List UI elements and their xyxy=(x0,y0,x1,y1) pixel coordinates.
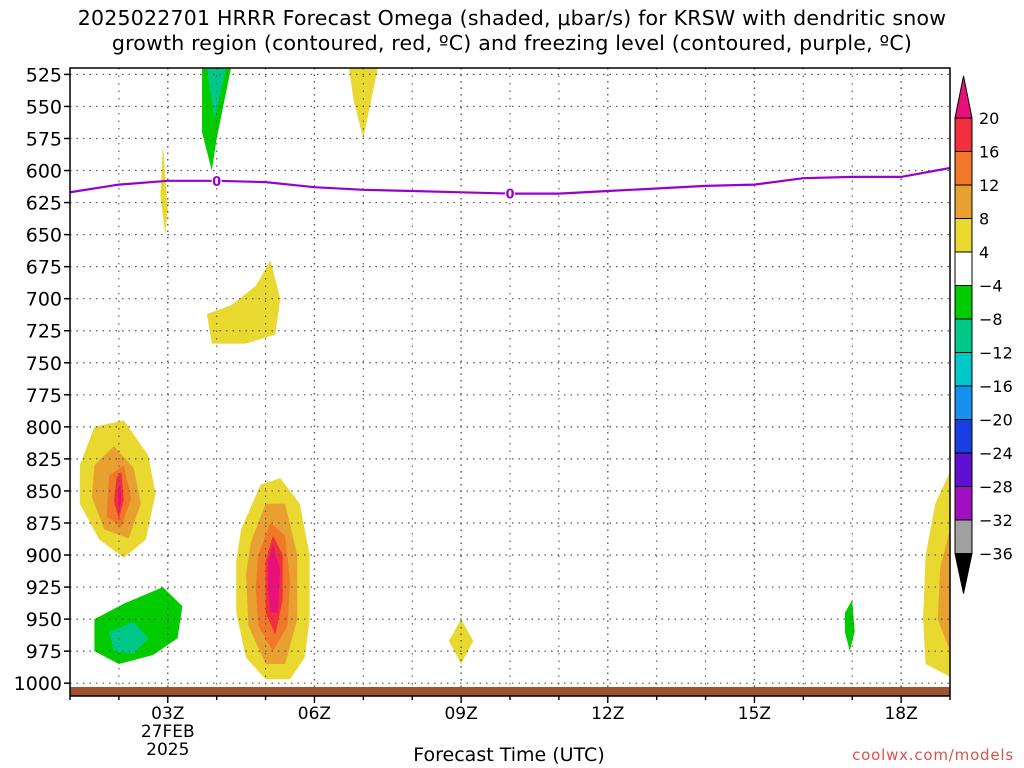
freezing-level-label-1: 0 xyxy=(505,188,514,203)
colorbar-top-arrow xyxy=(954,75,973,119)
y-tick-label-825: 825 xyxy=(26,449,62,471)
colorbar-band-13 xyxy=(954,519,973,554)
colorbar-band-4 xyxy=(954,218,973,253)
y-tick-label-900: 900 xyxy=(26,545,62,567)
colorbar-band-8 xyxy=(954,352,973,387)
colorbar-label-7: −12 xyxy=(979,344,1013,363)
chart-title-line-2: growth region (contoured, red, ºC) and f… xyxy=(111,31,913,55)
x-axis-label: Forecast Time (UTC) xyxy=(413,744,605,766)
x-tick-date-0: 27FEB xyxy=(141,722,195,742)
x-tick-label-12Z: 12Z xyxy=(591,704,624,724)
freezing-level-label-0: 0 xyxy=(212,175,221,190)
omega-region-22 xyxy=(827,548,902,671)
colorbar-band-6 xyxy=(954,285,973,320)
x-tick-label-03Z: 03Z xyxy=(151,704,184,724)
omega-region-25 xyxy=(937,529,950,652)
y-tick-label-800: 800 xyxy=(26,417,62,439)
x-tick-label-15Z: 15Z xyxy=(738,704,771,724)
omega-region-3 xyxy=(241,68,286,115)
colorbar-band-7 xyxy=(954,318,973,353)
chart-title: 2025022701 HRRR Forecast Omega (shaded, … xyxy=(0,6,1024,56)
colorbar-label-10: −24 xyxy=(979,444,1013,463)
omega-region-12 xyxy=(117,484,122,512)
y-tick-label-950: 950 xyxy=(26,609,62,631)
x-tick-label-18Z: 18Z xyxy=(884,704,917,724)
y-tick-label-550: 550 xyxy=(26,96,62,118)
y-tick-label-775: 775 xyxy=(26,385,62,407)
colorbar-label-8: −16 xyxy=(979,377,1013,396)
y-tick-label-750: 750 xyxy=(26,353,62,375)
colorbar-label-11: −28 xyxy=(979,478,1013,497)
colorbar-label-5: −4 xyxy=(979,277,1003,296)
omega-region-4 xyxy=(160,144,168,235)
colorbar-bottom-arrow xyxy=(954,553,973,594)
colorbar-label-13: −36 xyxy=(979,545,1013,564)
omega-region-1 xyxy=(202,68,232,171)
colorbar-label-9: −20 xyxy=(979,411,1013,430)
colorbar-band-9 xyxy=(954,385,973,420)
omega-region-7 xyxy=(206,260,281,344)
colorbar-label-2: 12 xyxy=(979,176,999,195)
colorbar-label-4: 4 xyxy=(979,243,989,262)
y-tick-label-650: 650 xyxy=(26,225,62,247)
x-tick-label-06Z: 06Z xyxy=(298,704,331,724)
y-tick-label-725: 725 xyxy=(26,321,62,343)
x-tick-date-1: 2025 xyxy=(146,740,189,760)
colorbar-label-6: −8 xyxy=(979,310,1003,329)
colorbar-band-10 xyxy=(954,419,973,454)
colorbar-label-0: 20 xyxy=(979,109,999,128)
y-tick-label-850: 850 xyxy=(26,481,62,503)
colorbar-band-11 xyxy=(954,452,973,487)
omega-region-2 xyxy=(207,68,227,120)
colorbar-band-12 xyxy=(954,486,973,521)
y-tick-label-625: 625 xyxy=(26,193,62,215)
y-tick-label-875: 875 xyxy=(26,513,62,535)
chart-title-line-1: 2025022701 HRRR Forecast Omega (shaded, … xyxy=(77,6,947,30)
terrain-strip xyxy=(70,687,950,696)
colorbar-label-3: 8 xyxy=(979,210,989,229)
x-tick-label-09Z: 09Z xyxy=(444,704,477,724)
colorbar-label-12: −32 xyxy=(979,511,1013,530)
omega-region-21 xyxy=(448,619,474,664)
y-tick-label-1000: 1000 xyxy=(14,673,62,695)
freezing-level-label-bg-1 xyxy=(505,186,515,201)
y-tick-label-525: 525 xyxy=(26,64,62,86)
omega-region-6 xyxy=(109,253,144,382)
y-tick-label-600: 600 xyxy=(26,161,62,183)
colorbar-band-1 xyxy=(954,117,973,152)
colorbar-label-1: 16 xyxy=(979,143,999,162)
colorbar-band-5 xyxy=(954,251,973,286)
colorbar-band-3 xyxy=(954,184,973,219)
y-tick-label-675: 675 xyxy=(26,257,62,279)
colorbar-band-2 xyxy=(954,151,973,186)
source-credit: coolwx.com/models xyxy=(852,746,1014,764)
y-tick-label-575: 575 xyxy=(26,128,62,150)
y-tick-label-975: 975 xyxy=(26,641,62,663)
freezing-level-label-bg-0 xyxy=(211,173,222,188)
y-tick-label-700: 700 xyxy=(26,289,62,311)
y-tick-label-925: 925 xyxy=(26,577,62,599)
omega-region-20 xyxy=(268,544,281,613)
omega-region-5 xyxy=(348,68,378,139)
